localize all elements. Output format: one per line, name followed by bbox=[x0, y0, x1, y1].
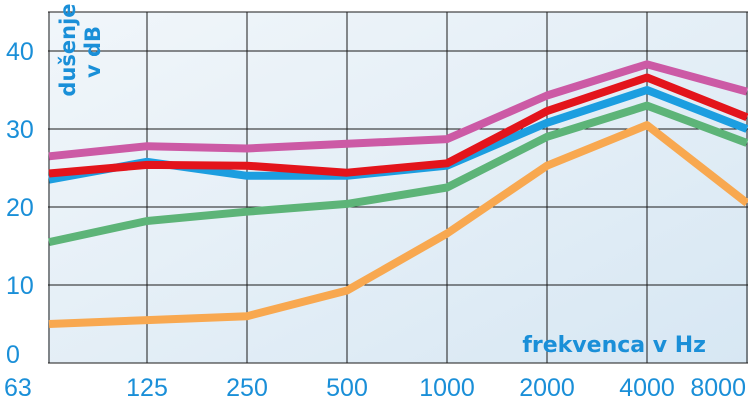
y-tick-label: 0 bbox=[6, 341, 20, 369]
x-tick-labels: 63 125 250 500 1000 2000 4000 8000 bbox=[4, 374, 746, 402]
y-tick-label: 20 bbox=[6, 194, 34, 222]
x-tick-label: 1000 bbox=[419, 374, 475, 402]
series-line-3 bbox=[48, 73, 748, 178]
x-tick-label: 125 bbox=[126, 374, 168, 402]
x-axis-title: frekvenca v Hz bbox=[522, 333, 706, 358]
x-tick-label: 4000 bbox=[619, 374, 675, 402]
y-tick-label: 10 bbox=[6, 272, 34, 300]
y-tick-labels: 0 10 20 30 40 bbox=[6, 38, 34, 369]
x-tick-label: 500 bbox=[326, 374, 368, 402]
x-tick-label: 63 bbox=[4, 374, 32, 402]
series-line-1 bbox=[48, 60, 748, 161]
series-line-4 bbox=[48, 101, 748, 247]
y-axis-title-line-2: v dB bbox=[81, 26, 105, 78]
series-lines bbox=[48, 60, 748, 328]
series-line-5 bbox=[48, 121, 748, 328]
y-tick-label: 40 bbox=[6, 38, 34, 66]
x-tick-label: 250 bbox=[226, 374, 268, 402]
x-tick-label: 2000 bbox=[519, 374, 575, 402]
y-tick-label: 30 bbox=[6, 116, 34, 144]
x-tick-label: 8000 bbox=[690, 374, 746, 402]
y-axis-title-line-1: dušenje bbox=[56, 3, 80, 96]
